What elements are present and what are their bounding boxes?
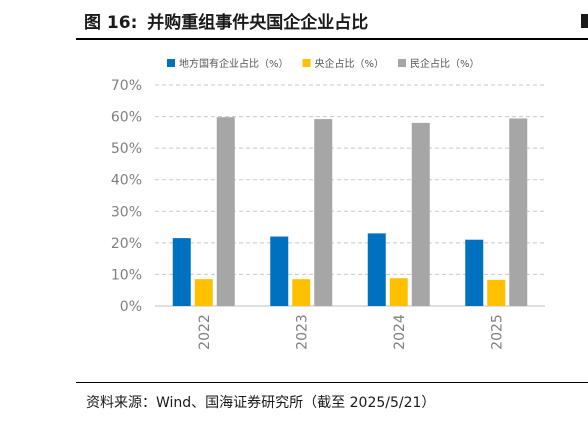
legend-swatch xyxy=(167,59,175,67)
bar-2022-series-2 xyxy=(216,117,235,307)
figure-title-text: 并购重组事件央国企企业占比 xyxy=(147,13,369,33)
bar-2024-series-2 xyxy=(411,122,430,306)
legend-swatch xyxy=(302,59,311,67)
bar-2025-series-1 xyxy=(487,279,506,306)
legend-label: 民企占比（%） xyxy=(410,57,480,70)
bar-2023-series-2 xyxy=(314,119,333,307)
source-note: 资料来源：Wind、国海证券研究所（截至 2025/5/21） xyxy=(86,395,436,411)
bar-2022-series-1 xyxy=(194,279,213,306)
title-rule xyxy=(76,38,588,40)
figure-label: 图 16: xyxy=(84,13,138,33)
x-category-label: 2025 xyxy=(489,314,505,350)
y-tick-label: 60% xyxy=(111,110,142,126)
x-category-label: 2023 xyxy=(294,314,310,350)
x-category-label: 2022 xyxy=(197,314,213,350)
bars xyxy=(172,117,528,307)
y-tick-label: 70% xyxy=(111,78,142,94)
y-tick-label: 50% xyxy=(111,141,142,157)
bar-2023-series-0 xyxy=(270,236,289,306)
legend-swatch xyxy=(398,59,407,67)
bar-2024-series-0 xyxy=(367,233,386,306)
y-tick-label: 20% xyxy=(111,236,142,252)
side-mark xyxy=(581,14,588,28)
legend-label: 央企占比（%） xyxy=(315,57,385,70)
x-category-label: 2024 xyxy=(392,314,408,350)
bar-2022-series-0 xyxy=(172,238,191,306)
y-tick-label: 40% xyxy=(111,173,142,189)
bar-2025-series-2 xyxy=(509,118,528,306)
gridlines xyxy=(155,84,545,307)
figure-title: 图 16: 并购重组事件央国企企业占比 xyxy=(84,8,368,33)
y-tick-label: 30% xyxy=(111,204,142,220)
source-rule xyxy=(76,382,588,383)
bar-2024-series-1 xyxy=(389,278,408,306)
bar-2025-series-0 xyxy=(465,239,484,306)
x-axis-categories: 2022 2023 2024 2025 xyxy=(197,314,506,350)
y-tick-label: 10% xyxy=(111,267,142,283)
y-tick-label: 0% xyxy=(120,299,142,315)
legend: 地方国有企业占比（%） 央企占比（%） 民企占比（%） xyxy=(167,57,480,70)
bar-2023-series-1 xyxy=(292,279,311,306)
y-axis-ticks: 0% 10% 20% 30% 40% 50% 60% 70% xyxy=(111,78,142,315)
legend-label: 地方国有企业占比（%） xyxy=(179,57,289,70)
